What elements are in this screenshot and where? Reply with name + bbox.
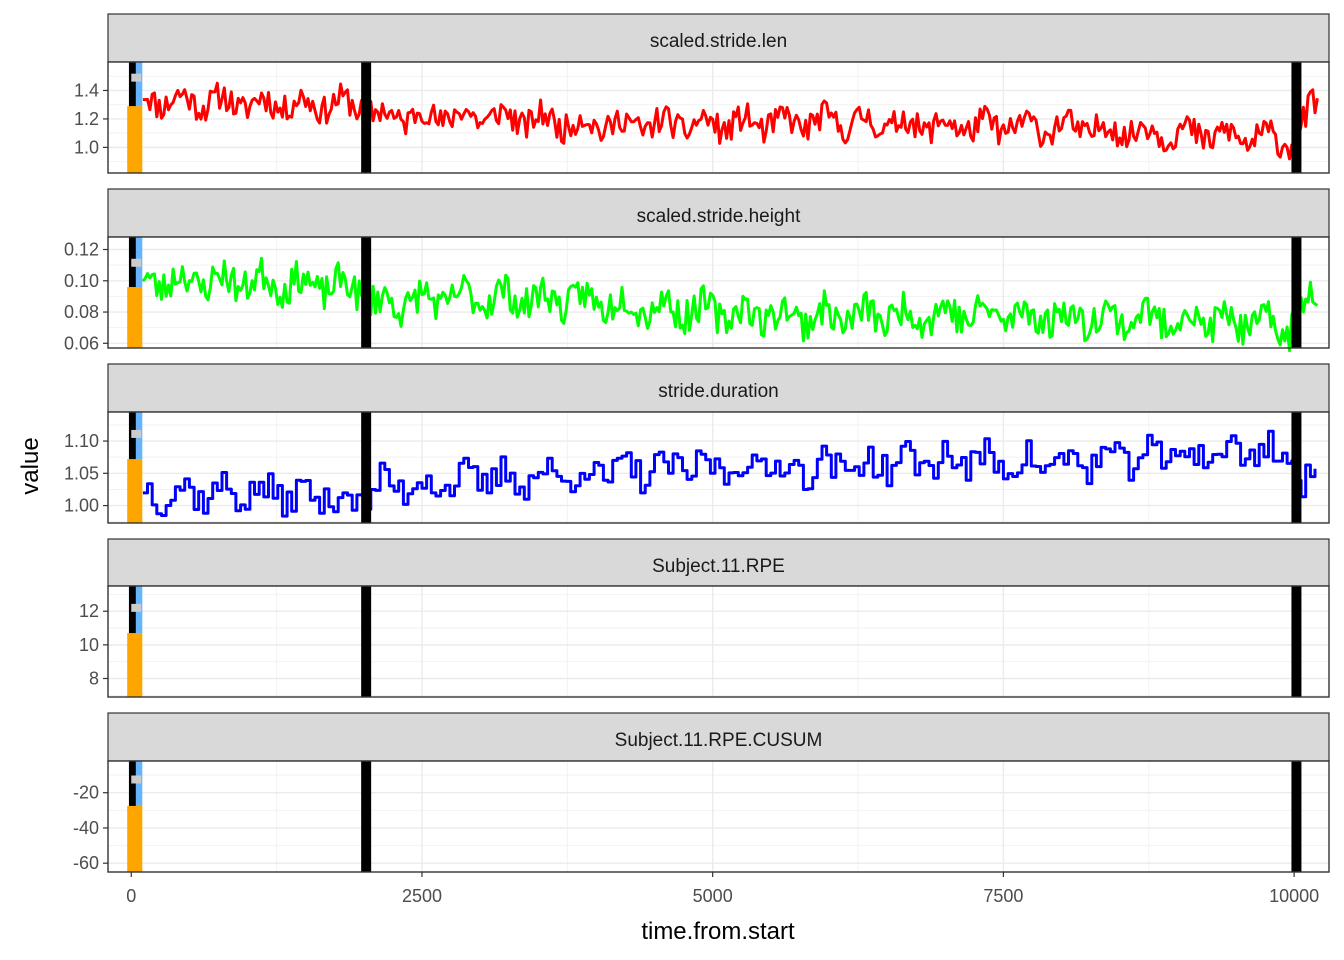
start-marker-black <box>128 62 136 107</box>
y-tick-label: 1.2 <box>74 109 99 129</box>
facet-strip <box>107 363 1330 413</box>
start-marker-orange <box>127 459 143 523</box>
y-tick-label: 8 <box>89 669 99 689</box>
panel-border <box>107 760 1330 873</box>
facet-strip <box>107 188 1330 238</box>
panel-border <box>107 411 1330 524</box>
y-tick-label: -20 <box>73 783 99 803</box>
facet-strip <box>107 13 1330 63</box>
y-tick-label: -60 <box>73 853 99 873</box>
vertical-marker-line <box>1291 412 1302 523</box>
y-tick-label: 0.12 <box>64 240 99 260</box>
y-tick-label: 1.05 <box>64 463 99 483</box>
y-tick-label: 1.4 <box>74 80 99 100</box>
x-tick-label: 10000 <box>1269 886 1319 906</box>
start-marker-gray <box>131 775 142 784</box>
vertical-marker-line <box>1291 586 1302 697</box>
facet-strip-label: Subject.11.RPE.CUSUM <box>615 730 823 751</box>
start-marker-orange <box>127 633 143 697</box>
x-axis: 0 2500 5000 7500 10000 <box>126 872 1319 906</box>
facet-strip <box>107 712 1330 762</box>
vertical-marker-line <box>361 761 372 872</box>
y-tick-label: 1.00 <box>64 496 99 516</box>
x-tick-label: 0 <box>126 886 136 906</box>
facet-strip-label: scaled.stride.height <box>637 206 801 227</box>
y-tick-label: 1.10 <box>64 431 99 451</box>
vertical-marker-line <box>1291 62 1302 173</box>
vertical-marker-line <box>361 237 372 348</box>
series-line <box>142 81 1319 161</box>
facet-panel: scaled.stride.height 0.06 0.08 0.10 0.12 <box>64 188 1330 353</box>
vertical-marker-line <box>361 586 372 697</box>
start-marker-gray <box>131 73 142 82</box>
start-marker-orange <box>127 106 143 173</box>
panel-border <box>107 61 1330 174</box>
start-marker-gray <box>131 429 142 438</box>
y-tick-label: 0.06 <box>64 333 99 353</box>
y-tick-label: 12 <box>79 601 99 621</box>
x-axis-title: time.from.start <box>641 918 795 945</box>
y-tick-label: 0.10 <box>64 271 99 291</box>
y-tick-label: -40 <box>73 818 99 838</box>
start-marker-gray <box>131 603 142 612</box>
y-tick-label: 10 <box>79 635 99 655</box>
facet-strip-label: Subject.11.RPE <box>652 556 785 577</box>
facet-panel: Subject.11.RPE 8 10 12 <box>79 538 1330 698</box>
vertical-marker-line <box>1291 237 1302 348</box>
vertical-marker-line <box>361 412 372 523</box>
start-marker-orange <box>127 805 143 872</box>
start-marker-orange <box>127 287 143 348</box>
panel-background <box>108 761 1329 872</box>
start-marker-gray <box>131 258 142 267</box>
facet-panel: scaled.stride.len 1.0 1.2 1.4 <box>74 13 1330 174</box>
x-tick-label: 5000 <box>693 886 733 906</box>
series-line <box>141 256 1319 353</box>
start-marker-blue <box>135 62 143 107</box>
panel-border <box>107 236 1330 349</box>
facet-strip <box>107 538 1330 587</box>
y-tick-label: 0.08 <box>64 302 99 322</box>
x-tick-label: 2500 <box>402 886 442 906</box>
vertical-marker-line <box>361 62 372 173</box>
facet-strip-label: stride.duration <box>658 381 778 402</box>
series-line <box>142 429 1317 518</box>
facet-panel: Subject.11.RPE.CUSUM -60 -40 -20 <box>73 712 1330 873</box>
vertical-marker-line <box>1291 761 1302 872</box>
facet-panels: scaled.stride.len1.01.21.4scaled.stride.… <box>64 13 1330 873</box>
facet-panel: stride.duration 1.00 1.05 1.10 <box>64 363 1330 524</box>
y-axis-title: value <box>17 437 44 494</box>
panel-background <box>108 586 1329 697</box>
facet-strip-label: scaled.stride.len <box>650 31 787 52</box>
y-tick-label: 1.0 <box>74 137 99 157</box>
panel-border <box>107 585 1330 698</box>
x-tick-label: 7500 <box>983 886 1023 906</box>
